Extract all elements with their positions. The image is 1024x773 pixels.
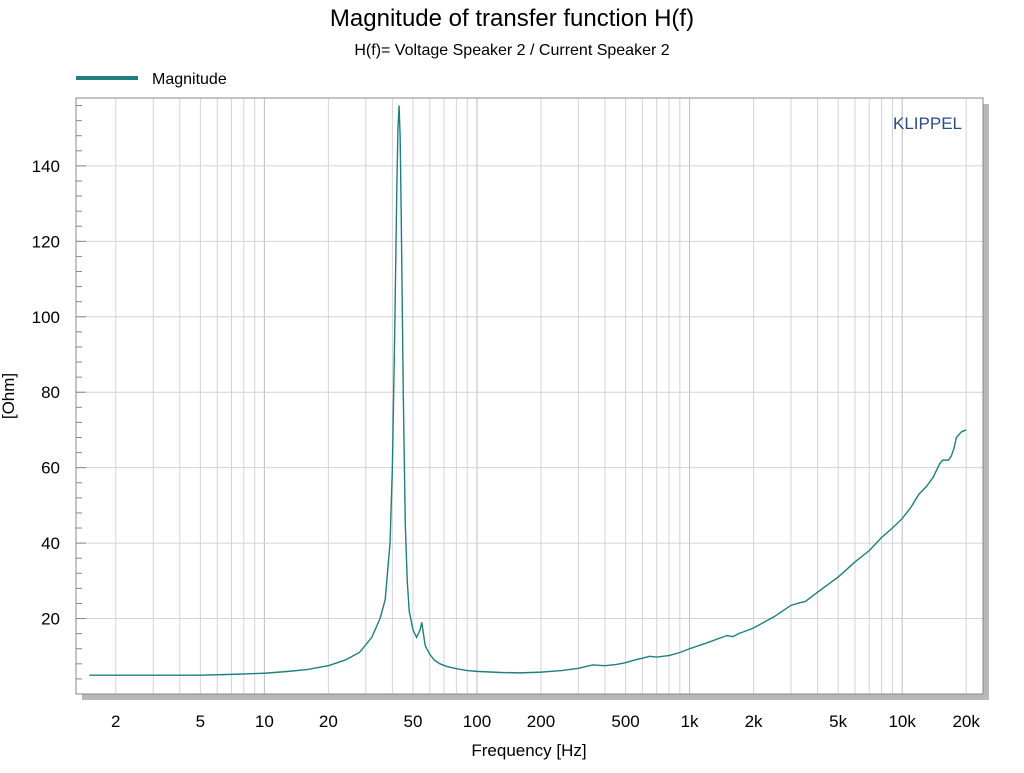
x-tick-label: 5k <box>829 712 847 731</box>
grid <box>76 98 983 694</box>
y-tick-labels: 20 40 60 80 100 120 140 <box>32 157 60 629</box>
chart-subtitle: H(f)= Voltage Speaker 2 / Current Speake… <box>354 42 669 59</box>
y-tick-label: 100 <box>32 308 60 327</box>
plot-border <box>75 97 984 695</box>
x-tick-label: 10k <box>888 712 916 731</box>
x-axis-label: Frequency [Hz] <box>471 741 586 760</box>
legend-label-magnitude: Magnitude <box>152 71 227 88</box>
legend: Magnitude <box>76 71 227 88</box>
magnitude-series-line <box>89 105 967 676</box>
y-tick-label: 120 <box>32 232 60 251</box>
y-tick-label: 20 <box>41 610 60 629</box>
x-tick-label: 2 <box>111 712 120 731</box>
y-tick-label: 60 <box>41 459 60 478</box>
x-tick-label: 10 <box>255 712 274 731</box>
x-tick-label: 2k <box>745 712 763 731</box>
x-tick-label: 100 <box>463 712 491 731</box>
x-tick-label: 20k <box>952 712 980 731</box>
chart-title: Magnitude of transfer function H(f) <box>330 5 694 32</box>
y-tick-label: 140 <box>32 157 60 176</box>
x-tick-labels: 2 5 10 20 50 100 200 500 1k 2k 5k 10k 20k <box>111 712 980 731</box>
x-tick-label: 1k <box>681 712 699 731</box>
y-axis-label: [Ohm] <box>0 373 18 419</box>
y-tick-label: 40 <box>41 534 60 553</box>
klippel-watermark: KLIPPEL <box>893 114 962 133</box>
x-tick-label: 500 <box>611 712 639 731</box>
x-tick-label: 200 <box>527 712 555 731</box>
x-tick-label: 5 <box>196 712 205 731</box>
y-tick-label: 80 <box>41 383 60 402</box>
axis-ticks <box>76 105 86 680</box>
x-tick-label: 50 <box>404 712 423 731</box>
plot-area <box>76 98 983 694</box>
x-tick-label: 20 <box>319 712 338 731</box>
